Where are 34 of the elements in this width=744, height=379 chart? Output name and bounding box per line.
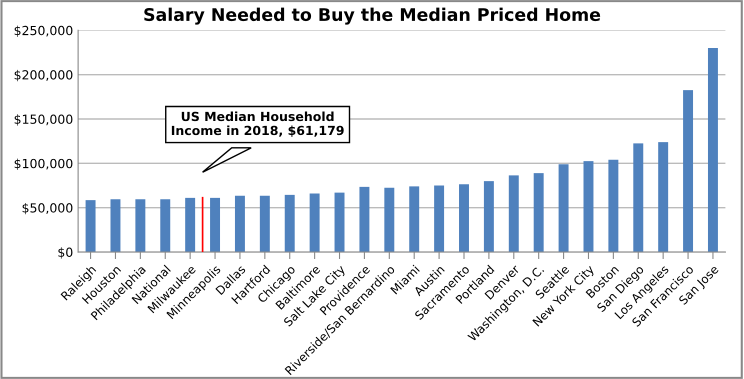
bar (508, 175, 519, 252)
bar (459, 184, 469, 252)
bar (86, 200, 96, 252)
bar (534, 173, 544, 252)
bar (434, 186, 444, 252)
chart-title: Salary Needed to Buy the Median Priced Home (144, 8, 600, 25)
y-tick-label: $50,000 (22, 202, 72, 214)
bar (633, 143, 644, 252)
bar (409, 186, 420, 252)
bar (310, 194, 320, 252)
bar (260, 196, 270, 252)
y-tick-label: $150,000 (14, 114, 72, 126)
bar (484, 181, 494, 252)
bar (185, 198, 196, 252)
bar (210, 198, 220, 252)
bar (608, 160, 618, 252)
bar (708, 48, 718, 252)
bar (234, 196, 245, 252)
bar (683, 90, 694, 252)
bar (334, 192, 344, 252)
bar (558, 164, 569, 252)
bar (384, 188, 394, 252)
bar (110, 199, 120, 252)
bar (658, 142, 668, 252)
bar (583, 161, 594, 252)
bar (359, 186, 370, 252)
bar (135, 199, 146, 252)
y-tick-label: $100,000 (14, 158, 72, 170)
bar (160, 199, 170, 252)
y-tick-label: $200,000 (14, 70, 72, 82)
bar (284, 194, 295, 252)
annotation: US Median Household Income in 2018, $61,179 (172, 112, 344, 137)
y-tick-label: $0 (58, 247, 72, 259)
y-tick-label: $250,000 (14, 26, 72, 37)
